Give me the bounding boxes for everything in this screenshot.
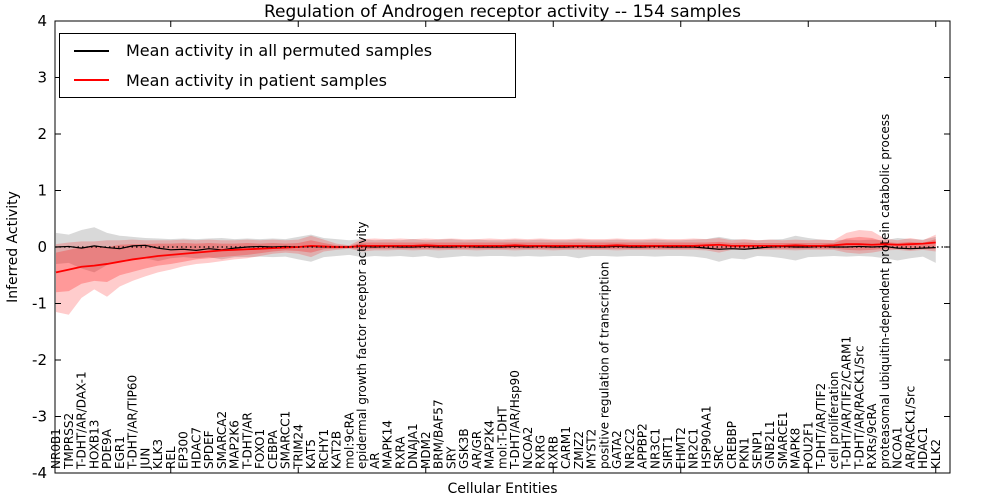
y-tick-label: -4 (32, 464, 47, 482)
legend-row-permuted: Mean activity in all permuted samples (60, 38, 515, 64)
x-tick-label: SMARCE1 (776, 411, 790, 469)
y-tick-label: 1 (37, 182, 47, 200)
x-tick-label: NCOA1 (891, 427, 905, 469)
band-permuted-std-band (56, 227, 936, 273)
x-tick-label: KLK3 (151, 439, 165, 469)
x-tick-label: JUN (138, 448, 152, 470)
y-tick-label: -2 (32, 351, 47, 369)
permuted-line-swatch-icon (74, 49, 109, 52)
x-tick-label: MAP2K6 (228, 420, 242, 469)
x-tick-label: GNB2L1 (763, 421, 777, 469)
x-tick-label: ZMIZ2 (572, 431, 586, 469)
x-tick-label: T-DHT/AR/RACK1/Src (852, 346, 866, 470)
x-tick-label: EGR1 (113, 436, 127, 469)
x-tick-label: RXRG (534, 435, 548, 469)
band-patient-std-band-inner (56, 236, 936, 293)
patient-line-swatch-icon (74, 79, 109, 82)
x-tick-label: DNAJA1 (406, 423, 420, 469)
x-tick-label: T-DHT/AR/TIF2 (814, 383, 828, 470)
x-tick-label: mol:T-DHT (495, 406, 509, 469)
x-tick-label: AR/RACK1/Src (903, 386, 917, 469)
x-tick-label: HSP90AA1 (699, 405, 713, 469)
x-tick-label: NR0B1 (49, 428, 63, 469)
x-tick-label: mol:9cRA (342, 412, 356, 469)
y-tick-label: 2 (37, 125, 47, 143)
x-tick-label: GSK3B (457, 428, 471, 469)
x-tick-label: T-DHT/AR/TIF2/CARM1 (840, 336, 854, 470)
x-tick-label: MDM2 (419, 431, 433, 469)
x-tick-label: NR2C1 (687, 428, 701, 469)
x-tick-label: positive regulation of transcription (597, 262, 611, 469)
x-axis-label: Cellular Entities (447, 481, 558, 497)
x-tick-label: SRC (712, 445, 726, 469)
x-tick-label: AR (368, 452, 382, 469)
x-tick-label: FOXO1 (253, 429, 267, 469)
x-tick-label: SRY (444, 446, 458, 469)
x-tick-label: KLK2 (929, 439, 943, 469)
x-tick-label: SMARCC1 (279, 411, 293, 469)
x-tick-label: TMPRSS2 (62, 413, 76, 470)
x-tick-label: proteasomal ubiquitin-dependent protein … (878, 114, 892, 469)
x-tick-label: KAT5 (304, 439, 318, 469)
x-tick-label: RXRB (546, 436, 560, 469)
x-tick-label: T-DHT/AR (240, 412, 254, 470)
x-tick-label: CREBBP (725, 421, 739, 469)
x-tick-label: HOXB13 (87, 420, 101, 469)
x-tick-label: CARM1 (559, 426, 573, 469)
x-tick-label: KAT2B (330, 431, 344, 469)
x-tick-label: RXRA (393, 436, 407, 469)
x-tick-label: T-DHT/AR/DAX-1 (75, 371, 89, 470)
y-tick-label: -1 (32, 295, 47, 313)
x-tick-label: PDE9A (100, 428, 114, 469)
x-tick-label: SMARCA2 (215, 411, 229, 469)
x-tick-label: MAPK8 (789, 428, 803, 469)
x-tick-label: CEBPA (266, 429, 280, 469)
x-tick-label: NCOA2 (521, 427, 535, 469)
chart-title: Regulation of Androgen receptor activity… (264, 2, 741, 22)
x-tick-label: AR/GR (470, 431, 484, 469)
legend: Mean activity in all permuted samples Me… (59, 33, 516, 98)
patient-mean-line (55, 241, 936, 274)
y-tick-label: 4 (37, 12, 47, 30)
x-tick-label: HDAC7 (189, 427, 203, 469)
x-tick-label: T-DHT/AR/TIP60 (126, 375, 140, 470)
x-tick-label: epidermal growth factor receptor activit… (355, 222, 369, 469)
x-tick-label: MYST2 (585, 429, 599, 469)
x-tick-label: GATA2 (610, 430, 624, 469)
x-tick-label: HDAC1 (916, 427, 930, 469)
x-tick-label: PKN1 (738, 437, 752, 469)
x-tick-label: T-DHT/AR/Hsp90 (508, 370, 522, 470)
y-tick-label: 0 (37, 238, 47, 256)
band-patient-std-band-outer (56, 230, 936, 315)
legend-row-patient: Mean activity in patient samples (60, 67, 515, 93)
legend-label-permuted: Mean activity in all permuted samples (126, 41, 433, 61)
x-tick-label: RXRs/9cRA (865, 403, 879, 469)
x-tick-label: NR3C1 (648, 428, 662, 469)
x-tick-label: APPBP2 (636, 423, 650, 469)
x-tick-label: MAP2K4 (483, 420, 497, 469)
x-tick-label: BRM/BAF57 (432, 399, 446, 469)
x-tick-label: cell proliferation (827, 371, 841, 469)
x-tick-label: SENP1 (750, 430, 764, 469)
x-tick-label: MAPK14 (381, 420, 395, 469)
x-tick-label: TRIM24 (291, 424, 305, 470)
y-tick-label: -3 (32, 408, 47, 426)
x-tick-label: RCHY1 (317, 429, 331, 469)
x-tick-label: NR2C2 (623, 428, 637, 469)
legend-label-patient: Mean activity in patient samples (126, 70, 387, 90)
y-tick-label: 3 (37, 69, 47, 87)
x-tick-label: SIRT1 (661, 435, 675, 469)
x-tick-label: EHMT2 (674, 427, 688, 469)
x-tick-label: REL (164, 446, 178, 469)
x-tick-label: SPDEF (202, 430, 216, 469)
x-tick-label: EP300 (177, 431, 191, 469)
x-tick-label: POU2F1 (801, 421, 815, 469)
